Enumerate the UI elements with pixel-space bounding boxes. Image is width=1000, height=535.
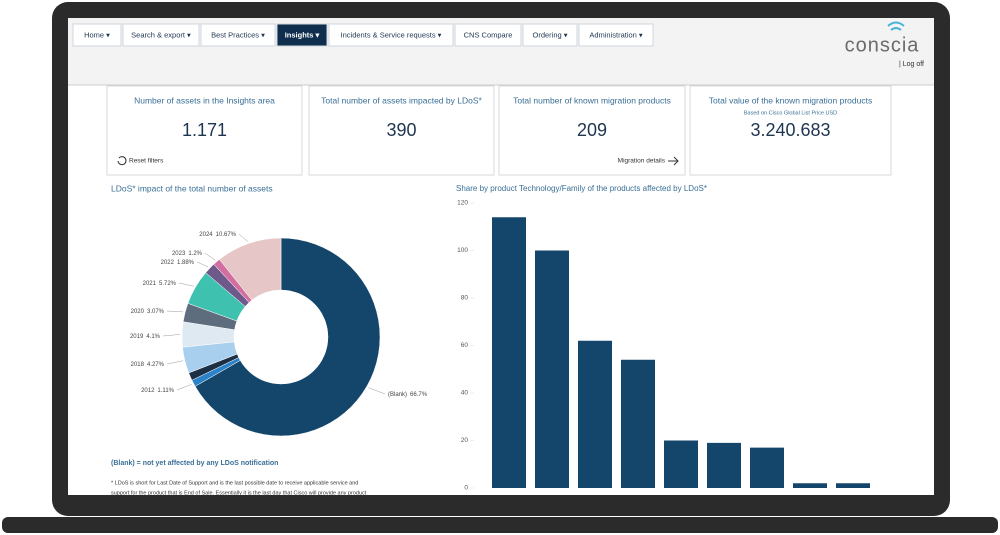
footnote: support for the product that is End of S…	[111, 490, 367, 496]
card-value: 209	[577, 120, 607, 140]
slice-category: 2012	[141, 388, 155, 394]
nav-item[interactable]: CNS Compare	[464, 30, 513, 39]
slice-label: 2022 1.88%	[161, 260, 195, 266]
y-tick-label: 100	[457, 247, 468, 254]
nav-tab[interactable]	[122, 23, 200, 47]
slice-value: 3.07%	[147, 309, 165, 315]
slice-category: 2022	[161, 260, 175, 266]
donut-slice	[194, 237, 381, 437]
logo-icon	[887, 21, 905, 31]
bar	[492, 217, 526, 488]
leader-line	[196, 261, 209, 268]
nav-item[interactable]: Best Practices ▾	[211, 30, 265, 39]
nav-tab[interactable]	[454, 23, 522, 47]
bar	[621, 359, 655, 488]
y-tick-label: 20	[461, 437, 469, 444]
slice-category: 2023	[172, 251, 186, 257]
nav-tab[interactable]	[72, 23, 122, 47]
card-value: 3.240.683	[750, 120, 830, 140]
y-tick-label: 0	[464, 485, 468, 492]
slice-value: 66.7%	[410, 392, 428, 398]
chart-title: Share by product Technology/Family of th…	[456, 184, 707, 193]
bar	[750, 447, 784, 488]
y-tick-label: 120	[457, 200, 468, 207]
leader-line	[204, 252, 216, 261]
bar	[836, 483, 870, 488]
card-subtitle: Based on Cisco Global List Price USD	[744, 110, 837, 116]
nav-item[interactable]: Search & export ▾	[131, 30, 191, 39]
kpi-card	[308, 85, 495, 176]
card-title: Total number of assets impacted by LDoS*	[321, 95, 482, 105]
slice-category: 2020	[131, 309, 145, 315]
slice-category: 2024	[199, 232, 213, 238]
slice-label: 2020 3.07%	[131, 309, 165, 315]
slice-label: 2019 4.1%	[130, 334, 161, 340]
nav-tab[interactable]	[276, 23, 328, 47]
slice-value: 4.27%	[147, 362, 165, 368]
nav-tab[interactable]	[200, 23, 276, 47]
slice-category: 2018	[131, 362, 145, 368]
arrow-icon	[668, 156, 679, 166]
footnote: * LDoS is short for Last Date of Support…	[111, 480, 358, 486]
card-title: Total number of known migration products	[513, 95, 671, 105]
laptop-base	[2, 517, 998, 533]
slice-category: (Blank)	[388, 392, 407, 398]
slice-label: (Blank) 66.7%	[388, 392, 428, 398]
slice-value: 4.1%	[146, 334, 160, 340]
slice-label: 2023 1.2%	[172, 251, 203, 257]
y-tick-label: 60	[461, 342, 469, 349]
chart-title: LDoS* impact of the total number of asse…	[111, 183, 273, 193]
kpi-card	[106, 85, 303, 176]
slice-category: 2019	[130, 334, 144, 340]
leader-line	[166, 310, 184, 313]
slice-label: 2024 10.67%	[199, 232, 236, 238]
leader-line	[368, 387, 386, 395]
slice-value: 5.72%	[159, 281, 177, 287]
card-title: Total value of the known migration produ…	[709, 95, 872, 105]
slice-value: 1.88%	[177, 260, 195, 266]
donut-note: (Blank) = not yet affected by any LDoS n…	[111, 460, 278, 467]
leader-line	[166, 360, 183, 365]
donut-slice	[219, 237, 282, 301]
slice-category: 2021	[143, 281, 157, 287]
slice-label: 2021 5.72%	[143, 281, 177, 287]
nav-tab[interactable]	[328, 23, 454, 47]
bar	[793, 483, 827, 488]
kpi-card	[498, 85, 686, 176]
logo: conscia	[845, 34, 920, 56]
nav-item[interactable]: Incidents & Service requests ▾	[341, 30, 442, 39]
slice-value: 1.2%	[188, 251, 202, 257]
bar	[578, 340, 612, 488]
card-link[interactable]: Migration details	[618, 158, 666, 165]
bar	[664, 440, 698, 488]
y-tick-label: 40	[461, 390, 469, 397]
nav-item[interactable]: Administration ▾	[589, 30, 643, 39]
leader-line	[162, 334, 181, 337]
slice-label: 2018 4.27%	[131, 362, 165, 368]
slice-value: 1.11%	[157, 388, 174, 394]
leader-line	[176, 384, 192, 391]
card-link[interactable]: Reset filters	[129, 158, 164, 165]
screen-bottom-mask	[68, 495, 934, 515]
logoff-link[interactable]: | Log off	[899, 61, 924, 68]
nav-item[interactable]: Home ▾	[84, 30, 110, 39]
nav-item[interactable]: Ordering ▾	[532, 30, 567, 39]
nav-tab[interactable]	[522, 23, 578, 47]
kpi-card	[689, 85, 892, 176]
card-title: Number of assets in the Insights area	[134, 95, 275, 105]
bar	[535, 250, 569, 488]
leader-line	[178, 282, 194, 287]
card-value: 390	[386, 120, 416, 140]
bar	[707, 442, 741, 488]
leader-line	[238, 233, 248, 242]
nav-item[interactable]: Insights ▾	[285, 30, 321, 39]
y-tick-label: 80	[461, 295, 469, 302]
card-value: 1.171	[182, 120, 227, 140]
slice-label: 2012 1.11%	[141, 388, 175, 394]
reset-icon	[117, 156, 127, 166]
nav-tab[interactable]	[578, 23, 654, 47]
slice-value: 10.67%	[216, 232, 237, 238]
